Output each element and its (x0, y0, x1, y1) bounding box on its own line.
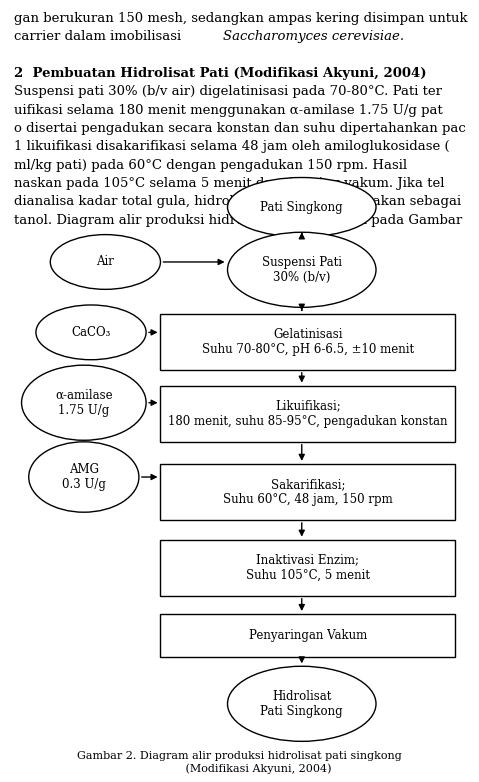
Ellipse shape (228, 178, 376, 237)
Text: Penyaringan Vakum: Penyaringan Vakum (249, 629, 367, 642)
Bar (160, 540, 455, 596)
Bar (160, 314, 455, 370)
Text: o disertai pengadukan secara konstan dan suhu dipertahankan pac: o disertai pengadukan secara konstan dan… (14, 122, 466, 135)
Text: dianalisa kadar total gula, hidrolisat pati dapat digunakan sebagai: dianalisa kadar total gula, hidrolisat p… (14, 196, 461, 209)
Text: 1 likuifikasi disakarifikasi selama 48 jam oleh amiloglukosidase (: 1 likuifikasi disakarifikasi selama 48 j… (14, 141, 450, 153)
Text: Suspensi pati 30% (b/v air) digelatinisasi pada 70-80°C. Pati ter: Suspensi pati 30% (b/v air) digelatinisa… (14, 85, 443, 99)
Text: Likuifikasi;
180 menit, suhu 85-95°C, pengadukan konstan: Likuifikasi; 180 menit, suhu 85-95°C, pe… (168, 400, 447, 428)
Text: uifikasi selama 180 menit menggunakan α-amilase 1.75 U/g pat: uifikasi selama 180 menit menggunakan α-… (14, 103, 443, 117)
Text: ml/kg pati) pada 60°C dengan pengadukan 150 rpm. Hasil: ml/kg pati) pada 60°C dengan pengadukan … (14, 159, 408, 172)
Ellipse shape (36, 305, 146, 360)
Bar (160, 464, 455, 520)
Text: Air: Air (96, 256, 114, 268)
Text: 2  Pembuatan Hidrolisat Pati (Modifikasi Akyuni, 2004): 2 Pembuatan Hidrolisat Pati (Modifikasi … (14, 66, 427, 80)
Ellipse shape (29, 442, 139, 512)
Text: Suspensi Pati
30% (b/v): Suspensi Pati 30% (b/v) (262, 256, 342, 284)
Text: carrier dalam imobilisasi: carrier dalam imobilisasi (14, 30, 186, 43)
Ellipse shape (228, 666, 376, 741)
Text: Gelatinisasi
Suhu 70-80°C, pH 6-6.5, ±10 menit: Gelatinisasi Suhu 70-80°C, pH 6-6.5, ±10… (202, 328, 414, 356)
Text: naskan pada 105°C selama 5 menit dan disaring vakum. Jika tel: naskan pada 105°C selama 5 menit dan dis… (14, 178, 445, 190)
Ellipse shape (228, 232, 376, 307)
Text: CaCO₃: CaCO₃ (71, 326, 111, 339)
Text: Gambar 2. Diagram alir produksi hidrolisat pati singkong
           (Modifikasi : Gambar 2. Diagram alir produksi hidrolis… (77, 752, 402, 773)
Text: Hidrolisat
Pati Singkong: Hidrolisat Pati Singkong (261, 690, 343, 718)
Ellipse shape (22, 365, 146, 440)
Bar (160, 386, 455, 442)
Ellipse shape (50, 235, 160, 289)
Text: tanol. Diagram alir produksi hidrolisat pati disajikan pada Gambar: tanol. Diagram alir produksi hidrolisat … (14, 214, 463, 227)
Text: α-amilase
1.75 U/g: α-amilase 1.75 U/g (55, 389, 113, 417)
Bar (160, 614, 455, 657)
Text: Inaktivasi Enzim;
Suhu 105°C, 5 menit: Inaktivasi Enzim; Suhu 105°C, 5 menit (246, 554, 370, 582)
Text: Pati Singkong: Pati Singkong (261, 201, 343, 213)
Text: gan berukuran 150 mesh, sedangkan ampas kering disimpan untuk: gan berukuran 150 mesh, sedangkan ampas … (14, 12, 468, 25)
Text: AMG
0.3 U/g: AMG 0.3 U/g (62, 463, 106, 491)
Text: Saccharomyces cerevisiae.: Saccharomyces cerevisiae. (223, 30, 404, 43)
Text: Sakarifikasi;
Suhu 60°C, 48 jam, 150 rpm: Sakarifikasi; Suhu 60°C, 48 jam, 150 rpm (223, 478, 393, 506)
